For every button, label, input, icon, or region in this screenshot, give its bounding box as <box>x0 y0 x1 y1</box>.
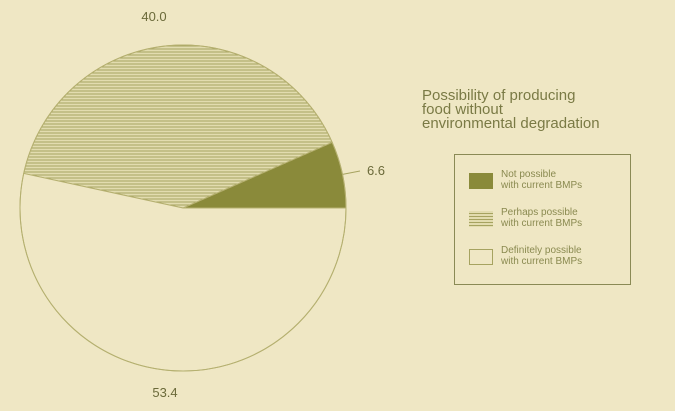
legend-swatch-definitely-possible <box>469 249 493 265</box>
pie-outline <box>19 44 347 372</box>
legend: Not possible with current BMPs Perhaps p… <box>454 154 631 285</box>
legend-label-line: with current BMPs <box>501 256 583 267</box>
legend-label-line: Not possible <box>501 169 557 180</box>
legend-label-line: Perhaps possible <box>501 207 578 218</box>
legend-title: Possibility of producing food without en… <box>422 87 672 132</box>
legend-label-line: with current BMPs <box>501 218 583 229</box>
legend-item-not-possible: Not possible with current BMPs <box>469 169 629 199</box>
legend-label-line: Definitely possible <box>501 245 582 256</box>
legend-label-not-possible: Not possible with current BMPs <box>501 169 582 191</box>
slice-value-label-not-possible: 6.6 <box>367 163 385 178</box>
slice-value-label-definitely-possible: 53.4 <box>152 385 177 400</box>
slice-value-label-perhaps-possible: 40.0 <box>141 9 166 24</box>
legend-label-perhaps-possible: Perhaps possible with current BMPs <box>501 207 582 229</box>
legend-title-line-2: food without <box>422 101 503 118</box>
legend-label-line: with current BMPs <box>501 180 583 191</box>
legend-title-line-1: Possibility of producing <box>422 87 576 104</box>
legend-item-perhaps-possible: Perhaps possible with current BMPs <box>469 207 629 237</box>
legend-swatch-not-possible <box>469 173 493 189</box>
leader-line-not-possible <box>342 170 361 175</box>
legend-swatch-perhaps-possible <box>469 211 493 227</box>
legend-title-line-3: environmental degradation <box>422 115 600 132</box>
legend-label-definitely-possible: Definitely possible with current BMPs <box>501 245 582 267</box>
legend-item-definitely-possible: Definitely possible with current BMPs <box>469 245 629 275</box>
